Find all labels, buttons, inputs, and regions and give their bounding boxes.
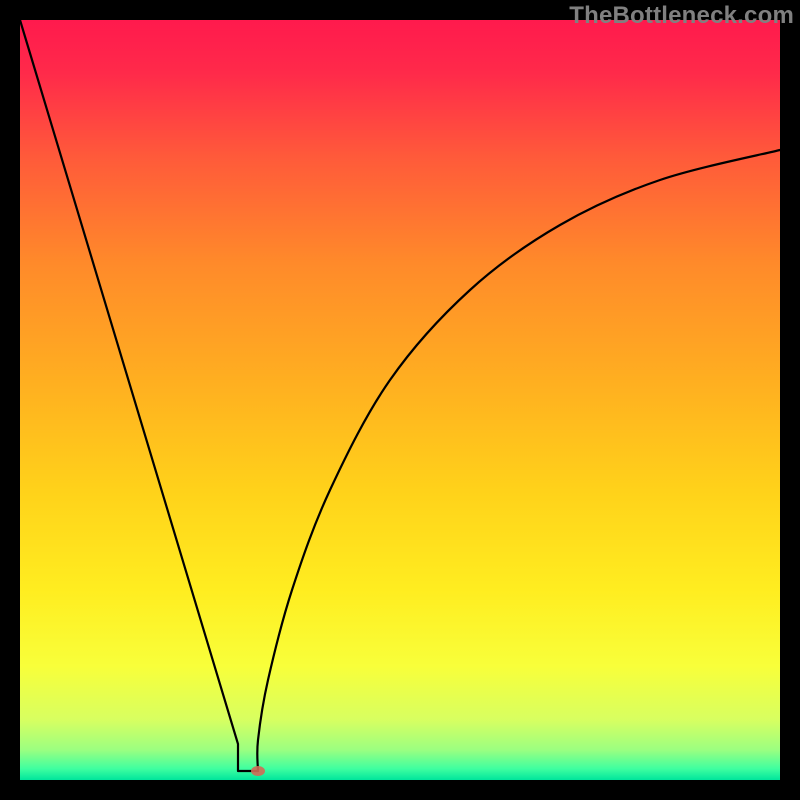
figure-container: TheBottleneck.com <box>0 0 800 800</box>
optimal-point-marker <box>251 766 265 776</box>
watermark-text: TheBottleneck.com <box>569 2 794 30</box>
bottleneck-chart <box>0 0 800 800</box>
